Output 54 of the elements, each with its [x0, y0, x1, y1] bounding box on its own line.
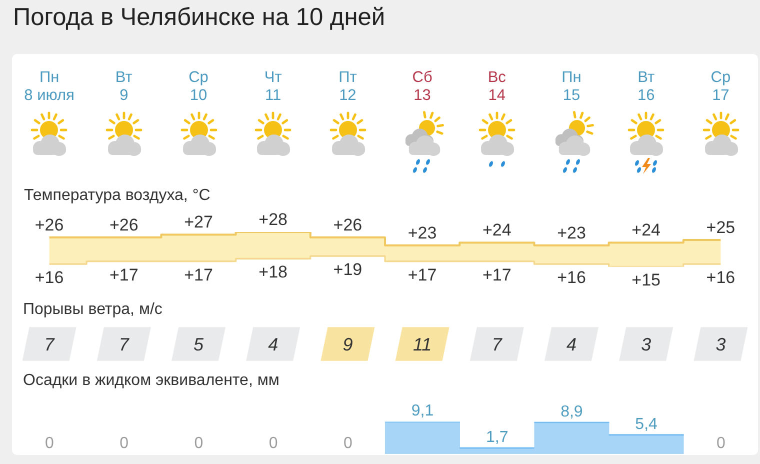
data-label: +26 [109, 215, 138, 234]
data-label: 7 [44, 334, 56, 354]
data-label: +17 [482, 265, 512, 284]
data-label: 7 [492, 334, 503, 354]
x-tick-label: Чт 11 [264, 69, 282, 104]
data-label: 0 [45, 435, 54, 452]
data-label: +17 [184, 265, 213, 284]
data-label: 3 [641, 334, 652, 354]
data-label: 5 [193, 334, 204, 354]
text: Порывы ветра, м/с [23, 301, 162, 319]
data-label: 0 [194, 435, 204, 452]
data-label: 0 [343, 435, 352, 452]
data-label: +23 [557, 223, 586, 242]
data-label: 5,4 [635, 416, 658, 433]
data-label: 4 [268, 334, 278, 354]
data-label: 11 [412, 334, 432, 354]
data-label: +23 [408, 223, 437, 242]
y-axis-title: Температура воздуха, °C [24, 187, 210, 205]
x-tick-label: Пн 15 [562, 69, 582, 104]
x-tick-label: Ср 10 [188, 69, 208, 104]
data-label: 9 [342, 334, 353, 354]
data-label: 0 [716, 435, 726, 452]
data-label: +19 [333, 260, 362, 280]
data-label: +18 [258, 262, 288, 282]
x-tick-label: Сб 13 [412, 69, 432, 104]
data-label: 8,9 [560, 403, 583, 420]
x-tick-label: Вт 16 [637, 69, 655, 104]
data-label: +17 [408, 265, 437, 284]
x-tick-label: Вс 14 [488, 69, 506, 104]
data-label: 7 [118, 334, 130, 354]
data-label: +17 [109, 265, 138, 284]
x-tick-label: Пт 12 [338, 69, 357, 104]
data-label: +15 [632, 270, 661, 290]
data-label: +16 [557, 268, 586, 288]
data-label: 1,7 [486, 428, 508, 446]
data-label: +24 [482, 220, 512, 240]
data-label: +26 [333, 215, 362, 234]
x-tick-label: Ср 17 [710, 69, 731, 104]
data-label: +25 [706, 218, 736, 238]
data-label: 4 [566, 334, 577, 354]
x-tick-label: Вт 9 [115, 69, 132, 104]
x-tick-label: Пн 8 июля [24, 69, 74, 104]
data-label: 9,1 [411, 402, 434, 420]
data-label: 3 [716, 334, 726, 354]
chart-title: Осадки в жидком эквиваленте, мм [23, 372, 280, 390]
data-label: +28 [258, 210, 288, 229]
data-label: 0 [120, 435, 129, 452]
data-label: +27 [184, 212, 213, 232]
data-label: +16 [706, 268, 736, 288]
data-label: +16 [34, 268, 64, 288]
data-label: +24 [632, 220, 661, 240]
data-label: 0 [268, 435, 278, 452]
chart-title: Погода в Челябинске на 10 дней [13, 3, 386, 32]
data-label: +26 [34, 215, 64, 234]
